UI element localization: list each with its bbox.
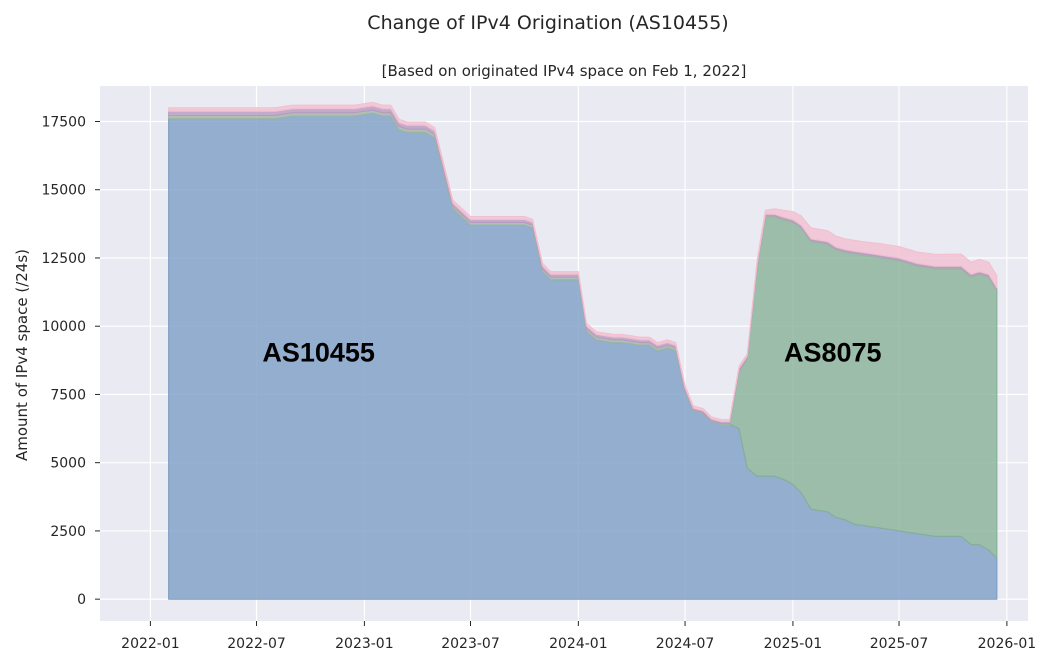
annotation-label: AS8075 <box>784 338 882 368</box>
y-tick-label: 15000 <box>41 183 86 199</box>
x-tick-label: 2025-07 <box>870 636 929 652</box>
y-axis: 0 2500 5000 7500 10000 12500 15000 17500 <box>41 114 100 608</box>
x-axis: 2022-01 2022-07 2023-01 2023-07 2024-01 2024-… <box>121 621 1036 652</box>
x-tick-label: 2023-07 <box>441 636 500 652</box>
x-tick-label: 2026-01 <box>978 636 1037 652</box>
y-tick-label: 10000 <box>41 319 86 335</box>
x-tick-label: 2024-01 <box>549 636 608 652</box>
chart-title: Change of IPv4 Origination (AS10455) <box>367 12 728 34</box>
y-tick-label: 5000 <box>50 456 86 472</box>
y-tick-label: 7500 <box>50 387 86 403</box>
x-tick-label: 2025-01 <box>764 636 823 652</box>
x-tick-label: 2022-01 <box>121 636 180 652</box>
y-tick-label: 17500 <box>41 114 86 130</box>
y-tick-label: 12500 <box>41 251 86 267</box>
stacked-areas <box>168 101 998 600</box>
annotation-label: AS10455 <box>262 338 375 368</box>
x-tick-label: 2023-01 <box>335 636 394 652</box>
y-axis-label: Amount of IPv4 space (/24s) <box>13 249 31 461</box>
annotations: AS10455 AS8075 <box>262 338 881 368</box>
area-series-5 <box>168 101 998 423</box>
x-tick-label: 2022-07 <box>227 636 286 652</box>
x-tick-label: 2024-07 <box>656 636 715 652</box>
chart-subtitle: [Based on originated IPv4 space on Feb 1… <box>382 62 747 80</box>
y-tick-label: 0 <box>77 592 86 608</box>
y-tick-label: 2500 <box>50 524 86 540</box>
